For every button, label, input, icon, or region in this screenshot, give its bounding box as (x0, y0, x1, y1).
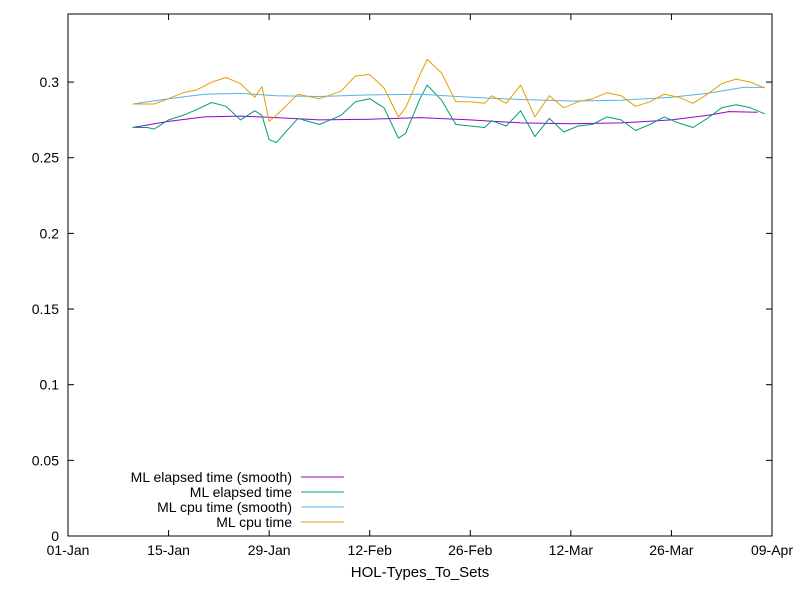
y-tick-label: 0.25 (32, 150, 59, 166)
x-tick-label: 26-Feb (448, 542, 493, 558)
y-tick-label: 0.1 (40, 377, 60, 393)
y-tick-label: 0.05 (32, 452, 59, 468)
legend-label: ML cpu time (216, 514, 292, 530)
series-line-2 (132, 84, 765, 144)
plot-frame (67, 13, 773, 537)
series-line-3 (132, 86, 765, 105)
x-tick-label: 01-Jan (47, 542, 90, 558)
x-tick-label: 26-Mar (649, 542, 694, 558)
x-tick-label: 12-Mar (549, 542, 594, 558)
legend-label: ML elapsed time (190, 484, 292, 500)
x-tick-label: 12-Feb (348, 542, 393, 558)
series-line-1 (132, 111, 758, 128)
legend-label: ML cpu time (smooth) (157, 499, 292, 515)
x-axis-ticks: 01-Jan 15-Jan 29-Jan 12-Feb 26-Feb 12-Mar 26-M… (47, 14, 793, 558)
legend: ML elapsed time (smooth)ML elapsed timeM… (131, 469, 344, 530)
x-tick-label: 15-Jan (147, 542, 190, 558)
y-axis-ticks: 0 0.05 0.1 0.15 0.2 0.25 0.3 (32, 74, 772, 544)
x-axis-title: HOL-Types_To_Sets (351, 564, 489, 581)
series-line-4 (132, 58, 765, 122)
series-layer (132, 58, 765, 144)
y-tick-label: 0 (51, 528, 59, 544)
legend-label: ML elapsed time (smooth) (131, 469, 292, 485)
y-tick-label: 0.15 (32, 301, 59, 317)
x-tick-label: 09-Apr (751, 542, 793, 558)
y-tick-label: 0.3 (40, 74, 60, 90)
y-tick-label: 0.2 (40, 225, 60, 241)
x-tick-label: 29-Jan (248, 542, 291, 558)
